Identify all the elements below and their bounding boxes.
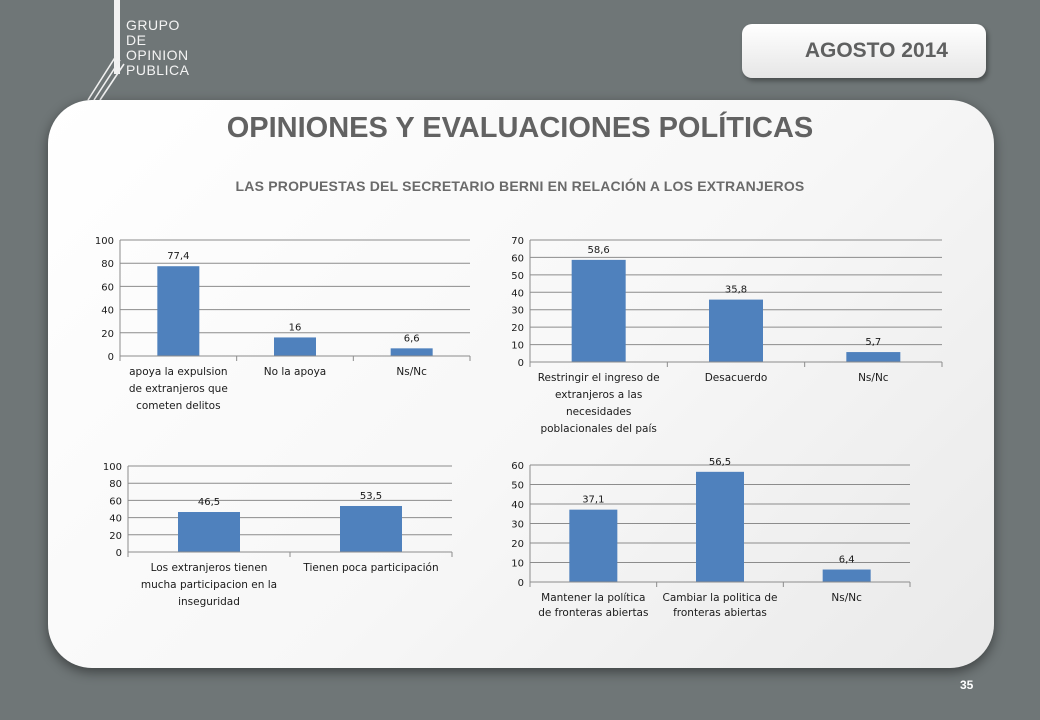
y-tick-label: 60 [109, 496, 122, 507]
y-tick-label: 60 [511, 461, 524, 472]
data-label: 6,6 [404, 333, 420, 344]
y-tick-label: 40 [101, 306, 114, 317]
chart-expulsion: 0 20 40 60 80 100 77,4 apoya la expulsion de ext… [95, 236, 471, 412]
data-label: 77,4 [167, 251, 189, 262]
page-subtitle: LAS PROPUESTAS DEL SECRETARIO BERNI EN R… [235, 178, 805, 194]
logo-line: PUBLICA [126, 62, 190, 78]
category-label: Ns/Nc [396, 366, 427, 378]
logo-line: OPINION [126, 47, 189, 63]
category-label: necesidades [566, 406, 631, 418]
category-label: extranjeros a las [555, 389, 642, 401]
category-label: Restringir el ingreso de [538, 372, 660, 384]
y-tick-label: 20 [101, 329, 114, 340]
y-tick-label: 30 [511, 306, 524, 317]
bar [390, 348, 433, 356]
bar [822, 569, 871, 582]
data-label: 56,5 [709, 457, 731, 468]
y-tick-label: 0 [518, 358, 524, 369]
category-label: inseguridad [178, 596, 240, 608]
category-label: de fronteras abiertas [538, 607, 648, 619]
data-label: 37,1 [582, 495, 604, 506]
bar [274, 337, 316, 356]
y-tick-label: 50 [511, 481, 524, 492]
category-label: Desacuerdo [705, 372, 768, 384]
bar [709, 299, 763, 362]
bar [157, 266, 200, 356]
logo-line: GRUPO [126, 17, 180, 33]
data-label: 58,6 [588, 245, 610, 256]
bar [571, 259, 626, 362]
category-label: cometen delitos [136, 400, 220, 412]
y-tick-label: 60 [511, 253, 524, 264]
y-tick-label: 50 [511, 271, 524, 282]
category-label: Los extranjeros tienen [151, 562, 268, 574]
date-label: AGOSTO 2014 [804, 39, 948, 62]
data-label: 5,7 [865, 337, 881, 348]
y-tick-label: 40 [511, 288, 524, 299]
category-label: Mantener la política [541, 592, 645, 604]
data-label: 16 [289, 322, 302, 333]
y-tick-label: 60 [101, 282, 114, 293]
category-label: Cambiar la politica de [663, 592, 778, 604]
y-tick-label: 20 [511, 539, 524, 550]
y-tick-label: 0 [116, 548, 122, 559]
category-label: fronteras abiertas [673, 607, 767, 619]
data-label: 6,4 [839, 555, 855, 566]
category-label: mucha participacion en la [141, 579, 277, 591]
category-label: de extranjeros que [129, 383, 228, 395]
y-tick-label: 40 [109, 514, 122, 525]
date-badge: AGOSTO 2014 [742, 24, 986, 78]
y-tick-label: 100 [95, 236, 114, 247]
bar [846, 352, 901, 362]
y-tick-label: 0 [108, 352, 114, 363]
data-label: 35,8 [725, 285, 747, 296]
y-tick-label: 0 [518, 578, 524, 589]
y-tick-label: 80 [101, 259, 114, 270]
category-label: Tienen poca participación [302, 562, 438, 574]
y-tick-label: 10 [511, 341, 524, 352]
data-label: 53,5 [360, 491, 382, 502]
y-tick-label: 10 [511, 559, 524, 570]
bar [696, 471, 744, 582]
chart-participacion-inseguridad: 0 20 40 60 80 100 46,5 Los extranjeros tienen mu… [103, 462, 453, 608]
y-tick-label: 20 [511, 323, 524, 334]
page-title: OPINIONES Y EVALUACIONES POLÍTICAS [226, 112, 814, 144]
category-label: No la apoya [264, 366, 326, 378]
category-label: Ns/Nc [831, 592, 862, 604]
y-tick-label: 100 [103, 462, 122, 473]
chart-restringir-ingreso: 0 10 20 30 40 50 60 70 58,6 Restringir el ingreso… [511, 236, 943, 435]
logo-line: DE [126, 32, 147, 48]
bar [569, 509, 618, 582]
y-tick-label: 20 [109, 531, 122, 542]
y-tick-label: 40 [511, 500, 524, 511]
data-label: 46,5 [198, 497, 220, 508]
chart-fronteras-abiertas: 0 10 20 30 40 50 60 37,1 Mantener la política de … [511, 457, 911, 619]
category-label: Ns/Nc [858, 372, 889, 384]
y-tick-label: 80 [109, 479, 122, 490]
category-label: apoya la expulsion [129, 366, 227, 378]
bar [340, 505, 402, 552]
logo-stripes-icon [87, 55, 125, 101]
y-tick-label: 70 [511, 236, 524, 247]
y-tick-label: 30 [511, 520, 524, 531]
page-number: 35 [960, 678, 974, 692]
category-label: poblacionales del país [540, 423, 656, 435]
logo-text: GRUPO DE OPINION PUBLICA [126, 18, 189, 78]
bar [178, 512, 240, 552]
logo-bar [114, 0, 120, 74]
